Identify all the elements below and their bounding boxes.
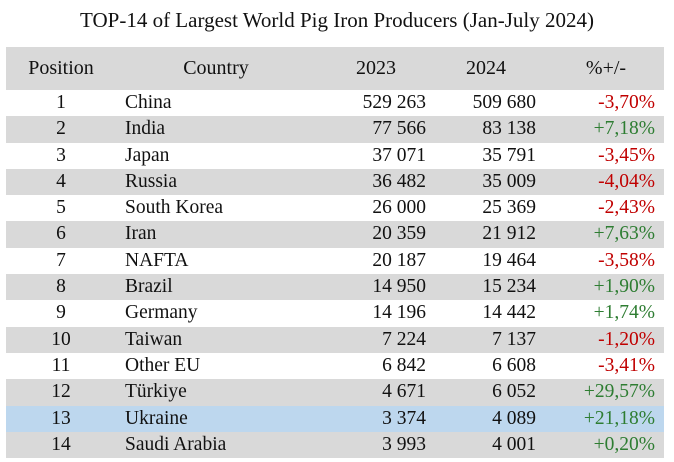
cell-country: China [125, 92, 172, 113]
cell-country: Iran [125, 223, 157, 245]
cell-2023: 4 671 [382, 381, 426, 403]
cell-country: Germany [125, 302, 198, 324]
cell-change: -3,41% [598, 354, 655, 376]
header-position: Position [28, 57, 94, 79]
cell-country: South Korea [125, 197, 224, 219]
table-row-highlighted: 13 Ukraine 3 374 4 089 +21,18% [6, 405, 664, 432]
cell-2023: 7 224 [382, 328, 426, 350]
cell-2024: 4 001 [492, 433, 536, 455]
cell-country: India [125, 118, 166, 140]
table-row: 6 Iran 20 359 21 912 +7,63% [6, 221, 664, 248]
cell-country: Ukraine [125, 407, 188, 429]
cell-position: 3 [56, 144, 66, 166]
cell-2024: 19 464 [482, 249, 536, 271]
cell-2024: 7 137 [492, 328, 536, 350]
cell-2023: 529 263 [362, 92, 426, 113]
cell-2024: 35 009 [482, 170, 536, 192]
cell-position: 14 [51, 433, 71, 455]
cell-2024: 4 089 [492, 407, 536, 429]
cell-change: -4,04% [598, 170, 655, 192]
cell-2023: 36 482 [372, 170, 426, 192]
cell-change: +1,90% [593, 276, 655, 298]
cell-country: Brazil [125, 276, 173, 298]
cell-2023: 14 950 [372, 276, 426, 298]
table-row: 12 Türkiye 4 671 6 052 +29,57% [6, 379, 664, 406]
table-row: 4 Russia 36 482 35 009 -4,04% [6, 168, 664, 196]
table-row: 14 Saudi Arabia 3 993 4 001 +0,20% [6, 431, 664, 459]
cell-change: -2,43% [598, 197, 655, 219]
cell-2023: 6 842 [382, 354, 426, 376]
table-row: 1 China 529 263 509 680 -3,70% [6, 90, 664, 116]
cell-change: +7,63% [593, 223, 655, 245]
cell-change: +0,20% [593, 433, 655, 455]
cell-position: 10 [51, 328, 71, 350]
cell-change: -3,70% [598, 92, 655, 113]
cell-position: 1 [56, 92, 66, 113]
cell-position: 12 [51, 381, 71, 403]
cell-country: Japan [125, 144, 170, 166]
cell-change: -3,58% [598, 249, 655, 271]
cell-country: Other EU [125, 354, 201, 376]
table-row: 3 Japan 37 071 35 791 -3,45% [6, 143, 664, 169]
cell-2023: 77 566 [372, 118, 426, 140]
cell-2024: 509 680 [472, 92, 536, 113]
cell-2024: 35 791 [482, 144, 536, 166]
cell-position: 7 [56, 249, 66, 271]
cell-change: +7,18% [593, 118, 655, 140]
cell-position: 5 [56, 197, 66, 219]
cell-position: 4 [56, 170, 66, 192]
table-title: TOP-14 of Largest World Pig Iron Produce… [80, 8, 594, 32]
cell-2023: 26 000 [372, 197, 426, 219]
cell-2024: 6 052 [492, 381, 536, 403]
cell-position: 6 [56, 223, 66, 245]
cell-2023: 3 993 [382, 433, 426, 455]
cell-country: Taiwan [125, 328, 183, 350]
cell-2024: 14 442 [482, 302, 536, 324]
producers-table: Position Country 2023 2024 %+/- 1 China … [6, 47, 664, 459]
cell-2023: 3 374 [382, 407, 426, 429]
cell-2024: 6 608 [492, 354, 536, 376]
cell-2023: 20 187 [372, 249, 426, 271]
cell-change: +29,57% [583, 381, 655, 403]
header-2024: 2024 [466, 57, 506, 79]
cell-2024: 83 138 [482, 118, 536, 140]
cell-2024: 25 369 [482, 197, 536, 219]
cell-change: +21,18% [583, 407, 655, 429]
table-row: 7 NAFTA 20 187 19 464 -3,58% [6, 248, 664, 274]
cell-2023: 37 071 [372, 144, 426, 166]
header-2023: 2023 [356, 57, 396, 79]
header-change: %+/- [585, 57, 627, 79]
cell-country: Türkiye [125, 381, 187, 403]
cell-position: 11 [51, 354, 71, 376]
cell-change: +1,74% [593, 302, 655, 324]
table-header-row: Position Country 2023 2024 %+/- [6, 47, 664, 90]
cell-change: -1,20% [598, 328, 655, 350]
cell-2023: 14 196 [372, 302, 426, 324]
cell-2024: 21 912 [482, 223, 536, 245]
cell-position: 2 [56, 118, 66, 140]
table-row: 11 Other EU 6 842 6 608 -3,41% [6, 353, 664, 379]
cell-position: 13 [51, 407, 71, 429]
cell-change: -3,45% [598, 144, 655, 166]
cell-country: Russia [125, 170, 178, 192]
table-row: 2 India 77 566 83 138 +7,18% [6, 116, 664, 143]
cell-2024: 15 234 [482, 276, 536, 298]
cell-2023: 20 359 [372, 223, 426, 245]
cell-position: 9 [56, 302, 66, 324]
table-row: 10 Taiwan 7 224 7 137 -1,20% [6, 326, 664, 353]
table-row: 5 South Korea 26 000 25 369 -2,43% [6, 195, 664, 221]
table-row: 8 Brazil 14 950 15 234 +1,90% [6, 274, 664, 301]
header-country: Country [183, 57, 249, 79]
table-row: 9 Germany 14 196 14 442 +1,74% [6, 300, 664, 326]
cell-country: Saudi Arabia [125, 433, 227, 455]
cell-country: NAFTA [125, 249, 189, 271]
cell-position: 8 [56, 276, 66, 298]
